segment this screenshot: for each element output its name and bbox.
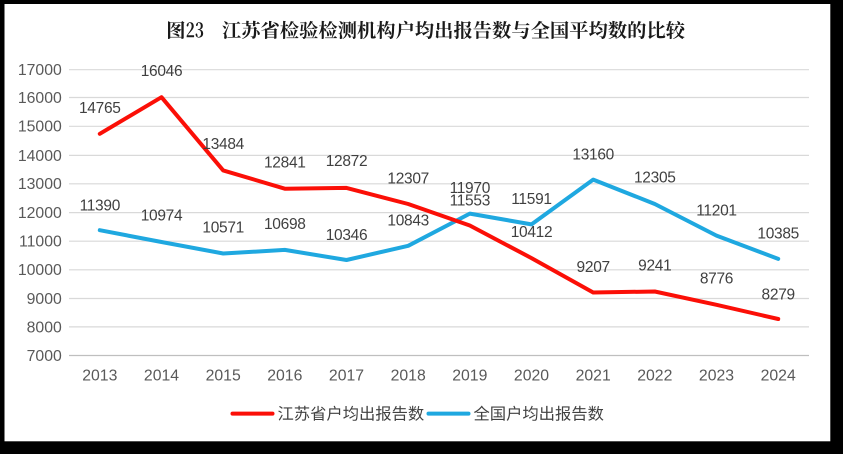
svg-text:9207: 9207	[577, 259, 610, 276]
svg-text:2022: 2022	[637, 368, 672, 385]
svg-text:2024: 2024	[761, 368, 796, 385]
svg-text:16046: 16046	[141, 63, 183, 80]
svg-text:17000: 17000	[18, 62, 62, 79]
svg-text:2017: 2017	[329, 368, 364, 385]
svg-text:12872: 12872	[326, 153, 368, 170]
svg-text:2023: 2023	[699, 368, 734, 385]
svg-text:13000: 13000	[18, 176, 62, 193]
svg-text:10974: 10974	[141, 208, 183, 225]
svg-text:8776: 8776	[700, 271, 733, 288]
svg-text:9241: 9241	[638, 258, 671, 275]
svg-text:2018: 2018	[391, 368, 426, 385]
svg-text:15000: 15000	[18, 119, 62, 136]
svg-text:2015: 2015	[206, 368, 241, 385]
svg-text:14000: 14000	[18, 148, 62, 165]
svg-text:2021: 2021	[576, 368, 611, 385]
svg-text:12841: 12841	[264, 154, 306, 171]
svg-text:13484: 13484	[202, 136, 244, 153]
svg-text:10698: 10698	[264, 216, 306, 233]
svg-text:12000: 12000	[18, 205, 62, 222]
svg-text:16000: 16000	[18, 90, 62, 107]
svg-text:2019: 2019	[452, 368, 487, 385]
svg-text:10346: 10346	[326, 227, 368, 244]
svg-text:10000: 10000	[18, 262, 62, 279]
svg-text:11000: 11000	[19, 234, 62, 251]
svg-text:11553: 11553	[450, 193, 490, 210]
svg-text:12307: 12307	[387, 171, 429, 188]
svg-text:14765: 14765	[79, 100, 121, 117]
svg-text:9000: 9000	[27, 291, 62, 308]
svg-text:12305: 12305	[634, 170, 676, 187]
svg-text:13160: 13160	[572, 147, 614, 164]
svg-text:11201: 11201	[696, 202, 736, 219]
svg-text:11591: 11591	[511, 191, 551, 208]
svg-text:2016: 2016	[267, 368, 302, 385]
svg-text:10571: 10571	[202, 219, 244, 236]
svg-text:7000: 7000	[27, 348, 62, 365]
svg-text:10385: 10385	[757, 226, 799, 243]
svg-text:10843: 10843	[387, 212, 429, 229]
svg-text:2014: 2014	[144, 368, 179, 385]
svg-text:8279: 8279	[762, 286, 795, 303]
svg-text:11970: 11970	[450, 180, 491, 197]
svg-text:8000: 8000	[27, 319, 62, 336]
svg-text:2013: 2013	[82, 368, 117, 385]
svg-text:2020: 2020	[514, 368, 549, 385]
svg-text:11390: 11390	[80, 198, 121, 215]
svg-text:10412: 10412	[511, 224, 553, 241]
